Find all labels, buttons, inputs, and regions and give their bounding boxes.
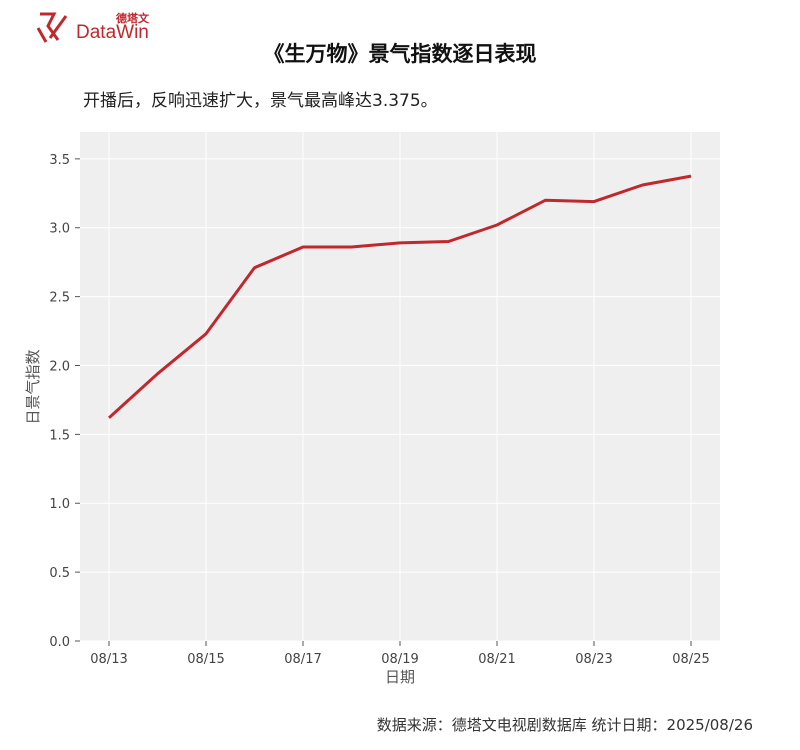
datawin-logo-icon — [36, 12, 68, 43]
x-tick-label: 08/19 — [381, 652, 418, 667]
y-tick-label: 1.0 — [49, 497, 70, 512]
data-source-note: 数据来源：德塔文电视剧数据库 统计日期：2025/08/26 — [376, 716, 753, 734]
brand-name-cn: 德塔文 — [116, 12, 149, 25]
chart-subtitle: 开播后，反响迅速扩大，景气最高峰达3.375。 — [83, 91, 438, 111]
y-axis-ticks: 0.0 0.5 1.0 1.5 2.0 2.5 3.0 3.5 — [49, 153, 80, 650]
brand-logo: 德塔文 DataWin — [36, 8, 156, 46]
x-axis-label: 日期 — [385, 668, 415, 686]
y-tick-label: 1.5 — [49, 428, 70, 443]
y-tick-label: 0.0 — [49, 635, 70, 650]
y-tick-label: 2.5 — [49, 291, 70, 306]
x-tick-label: 08/13 — [90, 652, 127, 667]
y-tick-label: 0.5 — [49, 566, 70, 581]
y-tick-label: 3.0 — [49, 222, 70, 237]
series-line — [107, 174, 692, 419]
brand-name-en: DataWin — [76, 22, 149, 43]
x-tick-label: 08/17 — [284, 652, 321, 667]
x-tick-label: 08/21 — [478, 652, 515, 667]
chart-title: 《生万物》景气指数逐日表现 — [263, 42, 537, 66]
y-tick-label: 2.0 — [49, 359, 70, 374]
x-tick-label: 08/15 — [187, 652, 224, 667]
y-tick-label: 3.5 — [49, 153, 70, 168]
x-tick-label: 08/25 — [672, 652, 709, 667]
x-tick-label: 08/23 — [575, 652, 612, 667]
grid-lines — [80, 132, 720, 642]
x-axis-ticks: 08/13 08/15 08/17 08/19 08/21 08/23 08/25 — [90, 641, 710, 667]
y-axis-label: 日景气指数 — [24, 349, 42, 424]
